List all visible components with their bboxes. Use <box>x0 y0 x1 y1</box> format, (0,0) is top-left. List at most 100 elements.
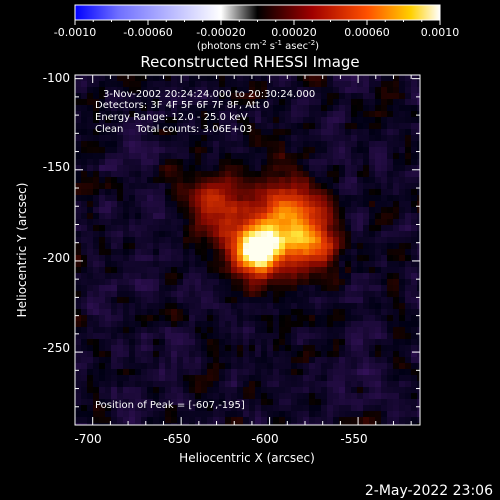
heatmap-cell <box>291 345 298 352</box>
heatmap-cell <box>189 309 196 316</box>
heatmap-cell <box>129 117 136 124</box>
heatmap-cell <box>327 417 334 424</box>
heatmap-cell <box>213 81 220 88</box>
heatmap-cell <box>231 297 238 304</box>
heatmap-cell <box>219 297 226 304</box>
heatmap-cell <box>117 183 124 190</box>
heatmap-cell <box>297 381 304 388</box>
heatmap-cell <box>315 147 322 154</box>
heatmap-cell <box>255 321 262 328</box>
heatmap-cell <box>279 399 286 406</box>
heatmap-cell <box>417 357 420 364</box>
heatmap-cell <box>411 303 418 310</box>
heatmap-cell <box>237 381 244 388</box>
heatmap-cell <box>249 87 256 94</box>
heatmap-cell <box>135 195 142 202</box>
heatmap-cell <box>261 285 268 292</box>
heatmap-cell <box>387 153 394 160</box>
heatmap-cell <box>255 261 262 268</box>
heatmap-cell <box>81 357 88 364</box>
heatmap-cell <box>105 195 112 202</box>
heatmap-cell <box>327 309 334 316</box>
heatmap-cell <box>243 255 250 262</box>
heatmap-cell <box>327 363 334 370</box>
heatmap-cell <box>117 411 124 418</box>
heatmap-cell <box>117 237 124 244</box>
heatmap-cell <box>123 297 130 304</box>
heatmap-cell <box>363 405 370 412</box>
heatmap-cell <box>177 285 184 292</box>
heatmap-cell <box>411 321 418 328</box>
heatmap-cell <box>357 201 364 208</box>
heatmap-cell <box>315 393 322 400</box>
heatmap-cell <box>351 309 358 316</box>
heatmap-cell <box>123 291 130 298</box>
heatmap-cell <box>201 111 208 118</box>
heatmap-cell <box>225 285 232 292</box>
heatmap-cell <box>153 213 160 220</box>
heatmap-cell <box>207 273 214 280</box>
heatmap-cell <box>237 237 244 244</box>
heatmap-cell <box>99 363 106 370</box>
heatmap-cell <box>273 291 280 298</box>
heatmap-cell <box>201 219 208 226</box>
heatmap-cell <box>183 405 190 412</box>
heatmap-cell <box>363 111 370 118</box>
heatmap-cell <box>411 171 418 178</box>
heatmap-cell <box>381 369 388 376</box>
heatmap-cell <box>81 351 88 358</box>
heatmap-cell <box>75 393 82 400</box>
heatmap-cell <box>99 93 106 100</box>
heatmap-cell <box>201 285 208 292</box>
heatmap-cell <box>93 189 100 196</box>
heatmap-cell <box>165 333 172 340</box>
heatmap-cell <box>165 297 172 304</box>
heatmap-cell <box>159 111 166 118</box>
heatmap-cell <box>129 297 136 304</box>
heatmap-cell <box>291 153 298 160</box>
heatmap-cell <box>339 255 346 262</box>
peak-position-label: Position of Peak = [-607,-195] <box>95 400 245 411</box>
heatmap-cell <box>321 327 328 334</box>
heatmap-cell <box>201 237 208 244</box>
heatmap-cell <box>243 159 250 166</box>
heatmap-cell <box>273 357 280 364</box>
heatmap-cell <box>243 405 250 412</box>
heatmap-cell <box>117 99 124 106</box>
heatmap-cell <box>195 141 202 148</box>
heatmap-cell <box>267 201 274 208</box>
heatmap-cell <box>123 357 130 364</box>
heatmap-cell <box>261 363 268 370</box>
heatmap-cell <box>129 411 136 418</box>
heatmap-cell <box>99 351 106 358</box>
heatmap-cell <box>297 387 304 394</box>
heatmap-cell <box>165 273 172 280</box>
heatmap-cell <box>141 123 148 130</box>
heatmap-cell <box>105 141 112 148</box>
heatmap-cell <box>273 159 280 166</box>
heatmap-cell <box>159 123 166 130</box>
heatmap-cell <box>363 147 370 154</box>
heatmap-cell <box>363 219 370 226</box>
heatmap-cell <box>387 297 394 304</box>
heatmap-cell <box>339 381 346 388</box>
heatmap-cell <box>375 207 382 214</box>
heatmap-cell <box>159 303 166 310</box>
heatmap-cell <box>357 357 364 364</box>
heatmap-cell <box>405 195 412 202</box>
heatmap-cell <box>99 201 106 208</box>
heatmap-cell <box>195 321 202 328</box>
heatmap-cell <box>177 189 184 196</box>
heatmap-cell <box>381 165 388 172</box>
heatmap-cell <box>351 195 358 202</box>
heatmap-cell <box>177 99 184 106</box>
heatmap-cell <box>141 267 148 274</box>
heatmap-cell <box>405 297 412 304</box>
heatmap-cell <box>171 177 178 184</box>
heatmap-cell <box>213 345 220 352</box>
heatmap-cell <box>267 339 274 346</box>
heatmap-cell <box>375 249 382 256</box>
heatmap-cell <box>135 333 142 340</box>
heatmap-cell <box>219 141 226 148</box>
heatmap-cell <box>105 285 112 292</box>
